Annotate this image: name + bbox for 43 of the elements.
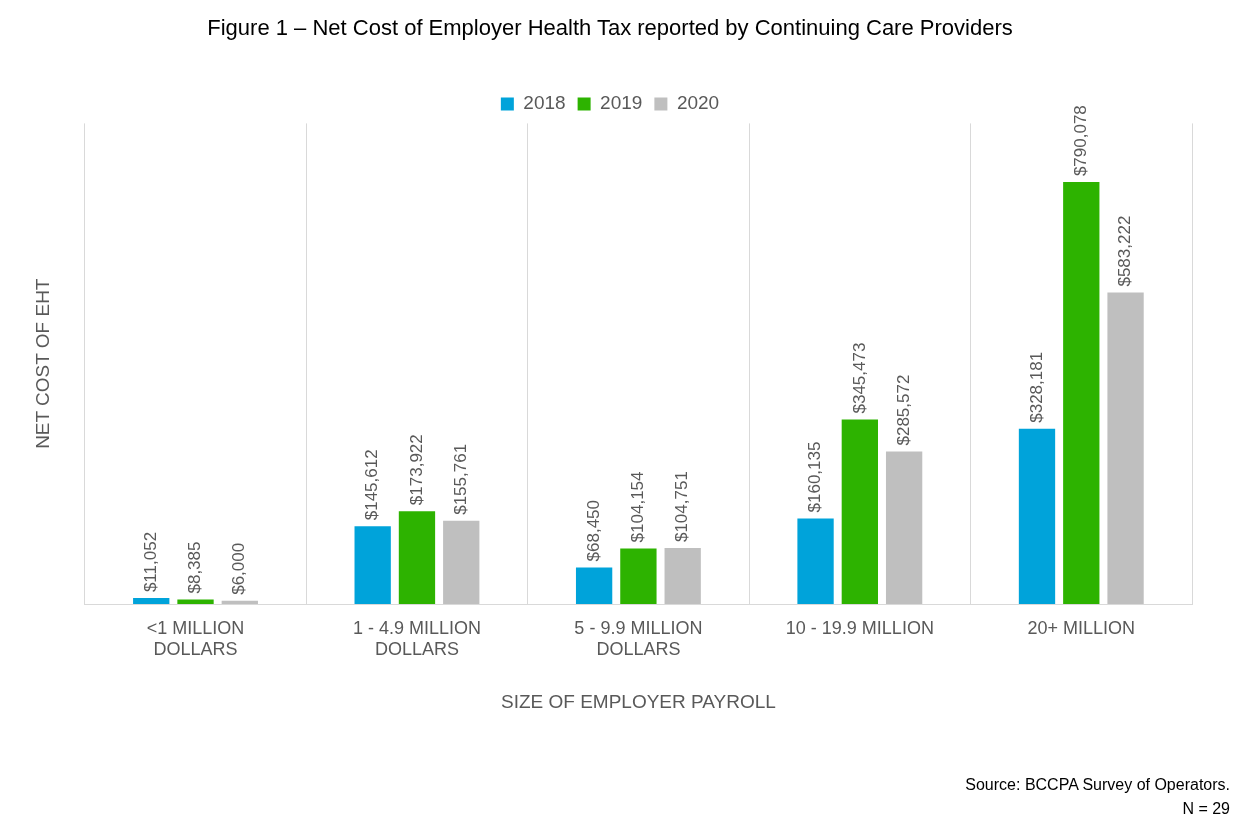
bar: [575, 567, 613, 604]
data-label: $155,761: [450, 443, 470, 515]
bar: [841, 419, 878, 604]
data-label: $790,078: [1070, 105, 1090, 177]
y-axis-title: NET COST OF EHT: [31, 278, 53, 449]
bar: [885, 451, 923, 604]
x-tick-label: 1 - 4.9 MILLION DOLLARS: [352, 617, 481, 660]
data-label: $104,154: [628, 471, 648, 543]
bar: [354, 526, 391, 604]
bar: [664, 548, 701, 604]
legend-label: 2020: [676, 92, 720, 114]
data-label: $11,052: [140, 531, 160, 593]
bar: [177, 599, 214, 604]
data-label: $285,572: [893, 374, 913, 446]
bar: [797, 518, 834, 604]
data-label: $6,000: [229, 542, 249, 595]
x-tick-label: 10 - 19.9 MILLION: [785, 617, 934, 638]
bar: [398, 511, 436, 604]
data-label: $173,922: [406, 434, 426, 506]
text: N = 29: [1181, 799, 1230, 819]
data-label: $345,473: [849, 342, 869, 414]
bar: [133, 598, 170, 604]
data-label: $104,751: [672, 471, 692, 543]
chart-title: Figure 1 – Net Cost of Employer Health Tax reported by Continuing Care Providers: [207, 15, 1013, 41]
data-label: $8,385: [185, 541, 205, 594]
bar: [620, 548, 657, 604]
data-label: $145,612: [362, 449, 382, 521]
source-note: Source: BCCPA Survey of Operators.: [965, 775, 1230, 795]
data-label: $68,450: [583, 499, 603, 562]
data-label: $160,135: [805, 441, 825, 513]
x-tick-label: 5 - 9.9 MILLION DOLLARS: [574, 617, 703, 660]
bar: [1063, 182, 1100, 604]
data-label: $583,222: [1115, 215, 1135, 287]
bar: [1018, 428, 1056, 604]
data-label: $328,181: [1026, 351, 1046, 423]
legend-label: 2019: [600, 92, 643, 114]
x-axis-title: SIZE OF EMPLOYER PAYROLL: [500, 690, 776, 712]
x-tick-label: 20+ MILLION: [1027, 617, 1136, 638]
legend-label: 2018: [523, 92, 566, 114]
bar: [1107, 292, 1144, 604]
bar: [443, 520, 480, 604]
bar: [221, 600, 258, 604]
x-tick-label: <1 MILLION DOLLARS: [146, 617, 245, 660]
